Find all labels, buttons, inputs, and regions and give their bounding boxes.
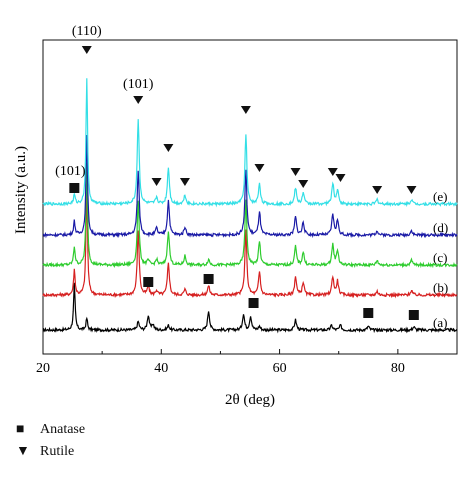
anatase-marker — [248, 298, 259, 308]
down-triangle-marker-icon: ▼ — [16, 444, 30, 459]
rutile-marker — [335, 174, 346, 182]
anatase-marker — [203, 274, 214, 284]
series-label: (a) — [433, 315, 447, 330]
x-tick-label: 60 — [273, 361, 287, 376]
anatase-marker — [363, 308, 374, 318]
legend-item-rutile: ▼ Rutile — [16, 444, 74, 460]
legend-item-anatase: ■ Anatase — [16, 422, 85, 438]
anatase-marker — [69, 183, 80, 193]
rutile-marker — [327, 168, 338, 176]
series-line-d — [42, 134, 458, 239]
rutile-marker — [179, 178, 190, 186]
rutile-marker — [240, 106, 251, 114]
series-line-a — [42, 282, 458, 334]
y-axis-label: Intensity (a.u.) — [13, 146, 29, 234]
peak-label: (110) — [72, 24, 102, 39]
peak-label: (101) — [55, 164, 86, 179]
series-label: (e) — [433, 189, 447, 204]
rutile-marker — [151, 178, 162, 186]
series-label: (b) — [433, 280, 448, 295]
series-line-c — [42, 162, 458, 269]
plot-frame — [42, 39, 458, 355]
anatase-marker — [408, 310, 419, 320]
rutile-marker — [133, 96, 144, 104]
series-line-b — [42, 188, 458, 299]
square-marker-icon: ■ — [16, 422, 25, 437]
series-label: (c) — [433, 250, 447, 265]
anatase-marker — [143, 277, 154, 287]
rutile-marker — [81, 46, 92, 54]
series-label: (d) — [433, 220, 448, 235]
legend-label-anatase: Anatase — [40, 422, 86, 437]
legend-label-rutile: Rutile — [40, 444, 75, 459]
rutile-marker — [163, 144, 174, 152]
rutile-marker — [372, 186, 383, 194]
x-tick-label: 80 — [391, 361, 405, 376]
peak-label: (101) — [123, 77, 154, 92]
rutile-marker — [406, 186, 417, 194]
rutile-marker — [290, 168, 301, 176]
rutile-marker — [254, 164, 265, 172]
rutile-marker — [298, 180, 309, 188]
x-tick-label: 20 — [36, 361, 50, 376]
x-axis-label: 2θ (deg) — [225, 392, 275, 408]
x-tick-label: 40 — [154, 361, 168, 376]
series-line-e — [42, 78, 458, 208]
